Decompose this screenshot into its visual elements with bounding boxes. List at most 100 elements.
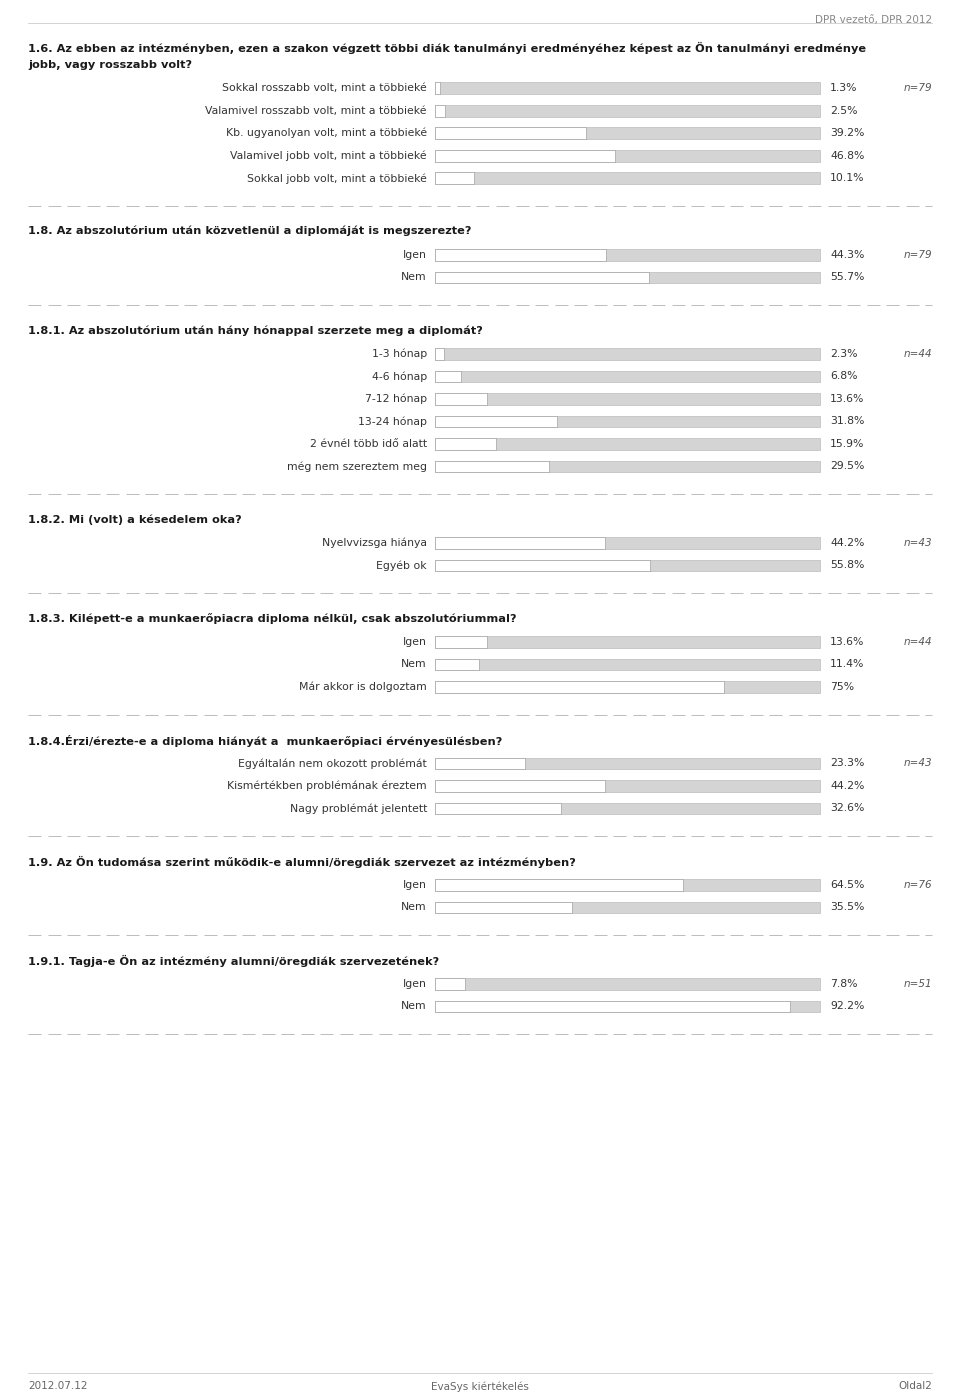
Bar xyxy=(435,879,820,890)
Text: 23.3%: 23.3% xyxy=(830,759,864,769)
Text: Valamivel jobb volt, mint a többieké: Valamivel jobb volt, mint a többieké xyxy=(230,151,427,160)
Text: Nem: Nem xyxy=(401,1002,427,1011)
Text: n=76: n=76 xyxy=(903,880,932,890)
Text: jobb, vagy rosszabb volt?: jobb, vagy rosszabb volt? xyxy=(28,60,192,70)
Bar xyxy=(435,272,650,283)
Text: 92.2%: 92.2% xyxy=(830,1002,864,1011)
Text: DPR vezető, DPR 2012: DPR vezető, DPR 2012 xyxy=(815,15,932,25)
Bar xyxy=(435,681,820,692)
Bar xyxy=(435,173,474,184)
Bar xyxy=(435,248,606,261)
Bar xyxy=(435,347,820,360)
Text: Nyelvvizsga hiánya: Nyelvvizsga hiánya xyxy=(322,537,427,548)
Text: 2.3%: 2.3% xyxy=(830,349,857,359)
Bar xyxy=(435,460,820,472)
Text: 1.9. Az Ön tudomása szerint működik-e alumni/öregdiák szervezet az intézményben?: 1.9. Az Ön tudomása szerint működik-e al… xyxy=(28,857,576,868)
Text: 1.3%: 1.3% xyxy=(830,84,857,93)
Bar xyxy=(435,371,820,382)
Bar xyxy=(435,537,605,548)
Bar xyxy=(435,757,525,769)
Text: Igen: Igen xyxy=(403,979,427,989)
Bar xyxy=(435,1000,820,1011)
Bar xyxy=(435,151,615,162)
Text: 4-6 hónap: 4-6 hónap xyxy=(372,371,427,381)
Bar xyxy=(435,681,724,692)
Text: 1.8.1. Az abszolutórium után hány hónappal szerzete meg a diplomát?: 1.8.1. Az abszolutórium után hány hónapp… xyxy=(28,325,483,336)
Bar xyxy=(435,636,820,647)
Text: Igen: Igen xyxy=(403,880,427,890)
Text: Nem: Nem xyxy=(401,660,427,670)
Text: 1.8.3. Kilépett-e a munkaerőpiacra diploma nélkül, csak abszolutóriummal?: 1.8.3. Kilépett-e a munkaerőpiacra diplo… xyxy=(28,612,516,624)
Text: 44.2%: 44.2% xyxy=(830,537,864,548)
Bar xyxy=(435,978,820,989)
Bar xyxy=(435,879,684,890)
Text: Már akkor is dolgoztam: Már akkor is dolgoztam xyxy=(300,682,427,692)
Bar xyxy=(435,393,488,405)
Text: 29.5%: 29.5% xyxy=(830,462,864,472)
Text: 7.8%: 7.8% xyxy=(830,979,857,989)
Text: 55.7%: 55.7% xyxy=(830,272,864,282)
Text: EvaSys kiértékelés: EvaSys kiértékelés xyxy=(431,1381,529,1391)
Bar xyxy=(435,636,488,647)
Bar xyxy=(435,105,444,117)
Bar xyxy=(435,416,558,427)
Text: 10.1%: 10.1% xyxy=(830,173,865,183)
Text: 32.6%: 32.6% xyxy=(830,804,864,813)
Text: Sokkal rosszabb volt, mint a többieké: Sokkal rosszabb volt, mint a többieké xyxy=(223,84,427,93)
Text: Igen: Igen xyxy=(403,636,427,647)
Text: n=43: n=43 xyxy=(903,537,932,548)
Bar xyxy=(435,127,820,140)
Bar xyxy=(435,559,650,571)
Bar xyxy=(435,537,820,548)
Bar xyxy=(435,272,820,283)
Text: 46.8%: 46.8% xyxy=(830,151,864,160)
Bar xyxy=(435,105,820,117)
Text: 2.5%: 2.5% xyxy=(830,106,857,116)
Bar xyxy=(435,347,444,360)
Text: 7-12 hónap: 7-12 hónap xyxy=(365,393,427,405)
Text: 44.2%: 44.2% xyxy=(830,781,864,791)
Text: 31.8%: 31.8% xyxy=(830,416,864,427)
Bar xyxy=(435,127,586,140)
Bar xyxy=(435,82,440,93)
Text: 13-24 hónap: 13-24 hónap xyxy=(358,416,427,427)
Bar xyxy=(435,658,820,670)
Text: Oldal2: Oldal2 xyxy=(899,1381,932,1391)
Text: még nem szereztem meg: még nem szereztem meg xyxy=(287,460,427,472)
Bar xyxy=(435,1000,790,1011)
Bar xyxy=(435,248,820,261)
Text: Kismértékben problémának éreztem: Kismértékben problémának éreztem xyxy=(228,780,427,791)
Text: Igen: Igen xyxy=(403,250,427,259)
Text: Nem: Nem xyxy=(401,272,427,282)
Bar xyxy=(435,757,820,769)
Text: n=51: n=51 xyxy=(903,979,932,989)
Text: n=79: n=79 xyxy=(903,84,932,93)
Text: 1.8.2. Mi (volt) a késedelem oka?: 1.8.2. Mi (volt) a késedelem oka? xyxy=(28,513,242,525)
Text: 75%: 75% xyxy=(830,682,854,692)
Bar xyxy=(435,82,820,93)
Bar xyxy=(435,780,820,791)
Bar xyxy=(435,438,820,449)
Bar xyxy=(435,658,479,670)
Text: Egyéb ok: Egyéb ok xyxy=(376,559,427,571)
Text: 2 évnél több idő alatt: 2 évnél több idő alatt xyxy=(310,439,427,449)
Bar xyxy=(435,802,820,815)
Text: 13.6%: 13.6% xyxy=(830,636,864,647)
Bar xyxy=(435,780,605,791)
Bar xyxy=(435,978,465,989)
Bar xyxy=(435,416,820,427)
Text: Sokkal jobb volt, mint a többieké: Sokkal jobb volt, mint a többieké xyxy=(247,173,427,184)
Text: 1.9.1. Tagja-e Ön az intézmény alumni/öregdiák szervezetének?: 1.9.1. Tagja-e Ön az intézmény alumni/ör… xyxy=(28,956,439,967)
Bar xyxy=(435,901,571,912)
Bar xyxy=(435,901,820,912)
Bar xyxy=(435,173,820,184)
Text: Egyáltalán nem okozott problémát: Egyáltalán nem okozott problémát xyxy=(238,757,427,769)
Text: 64.5%: 64.5% xyxy=(830,880,864,890)
Bar xyxy=(435,559,820,571)
Text: n=43: n=43 xyxy=(903,759,932,769)
Text: 15.9%: 15.9% xyxy=(830,439,864,449)
Text: 1.8.4.Érzi/érezte-e a diploma hiányát a  munkaerőpiaci érvényesülésben?: 1.8.4.Érzi/érezte-e a diploma hiányát a … xyxy=(28,735,502,746)
Text: 1.6. Az ebben az intézményben, ezen a szakon végzett többi diák tanulmányi eredm: 1.6. Az ebben az intézményben, ezen a sz… xyxy=(28,42,866,54)
Text: 11.4%: 11.4% xyxy=(830,660,864,670)
Bar xyxy=(435,393,820,405)
